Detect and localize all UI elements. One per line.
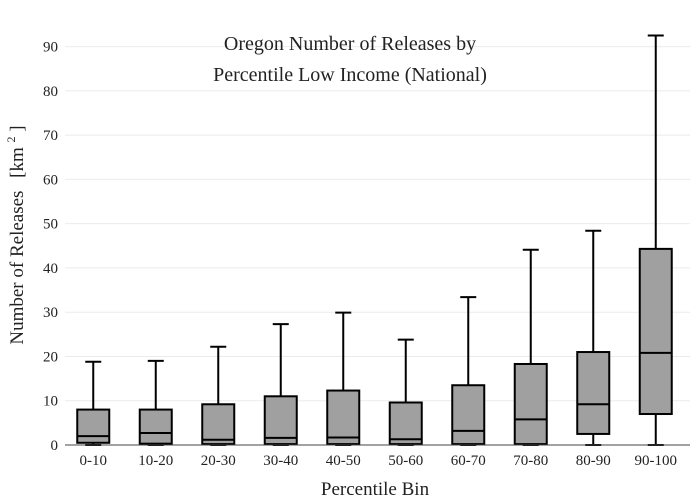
box-90-100: [638, 34, 673, 446]
iqr-box: [201, 403, 236, 446]
box-70-80: [513, 248, 548, 446]
y-axis-title-text: Number of Releases: [7, 191, 28, 345]
iqr-box: [576, 351, 611, 435]
chart-title-line-1: Oregon Number of Releases by: [224, 33, 476, 55]
box-80-90: [576, 229, 611, 446]
box-60-70: [451, 296, 486, 446]
box-50-60: [388, 338, 423, 446]
iqr-box: [513, 362, 548, 446]
y-axis-title: Number of Releases [km 2 ]: [0, 125, 28, 344]
iqr-box: [326, 389, 361, 446]
y-tick-label: 70: [43, 128, 58, 144]
y-tick-label: 10: [43, 394, 58, 410]
x-tick-label: 30-40: [263, 453, 298, 469]
y-tick-label: 50: [43, 217, 58, 233]
x-tick-label: 40-50: [326, 453, 361, 469]
boxes: [76, 34, 673, 446]
iqr-box: [138, 408, 173, 445]
iqr-box: [388, 401, 423, 446]
y-tick-label: 0: [51, 438, 59, 454]
iqr-box: [638, 247, 673, 416]
x-tick-label: 50-60: [388, 453, 423, 469]
box-20-30: [201, 345, 236, 446]
y-tick-label: 60: [43, 172, 58, 188]
box-10-20: [138, 359, 173, 446]
y-tick-label: 40: [43, 261, 58, 277]
y-axis-unit-close: ]: [7, 125, 28, 131]
x-tick-label: 0-10: [80, 453, 108, 469]
x-tick-label: 10-20: [138, 453, 173, 469]
iqr-box: [263, 395, 298, 446]
grid-lines: [65, 46, 690, 402]
iqr-box: [451, 384, 486, 446]
y-tick-label: 20: [43, 349, 58, 365]
x-tick-label: 60-70: [451, 453, 486, 469]
y-tick-label: 90: [43, 40, 58, 56]
x-tick-label: 20-30: [201, 453, 236, 469]
box-0-10: [76, 360, 111, 446]
x-tick-label: 80-90: [576, 453, 611, 469]
tick-labels: 0 10 20 30 40 50 60 70 80 90 0-10 10-20 20-30 30-40 40…: [43, 40, 677, 469]
x-tick-label: 90-100: [635, 453, 678, 469]
x-tick-label: 70-80: [513, 453, 548, 469]
y-tick-label: 80: [43, 84, 58, 100]
box-40-50: [326, 311, 361, 446]
iqr-box: [76, 408, 111, 444]
chart-title-line-2: Percentile Low Income (National): [213, 64, 487, 86]
x-axis-title: Percentile Bin: [321, 479, 430, 500]
box-30-40: [263, 323, 298, 446]
y-axis-unit-superscript: 2: [4, 136, 18, 142]
y-tick-label: 30: [43, 305, 58, 321]
y-axis-unit: [km: [7, 147, 28, 178]
